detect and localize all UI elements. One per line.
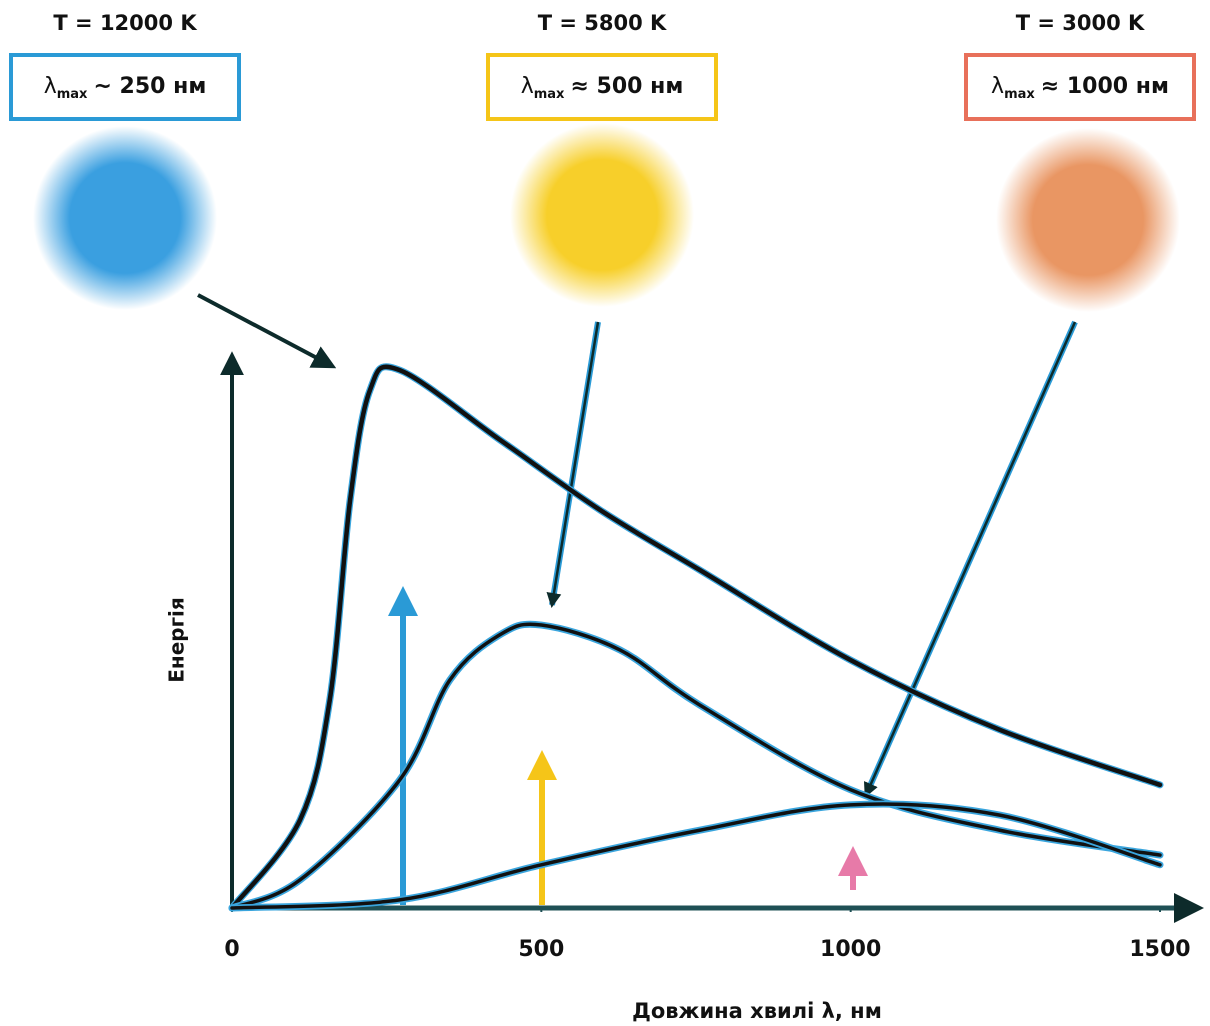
lambda-box	[486, 53, 718, 121]
x-tick-label: 0	[224, 937, 239, 962]
lambda-label: λmax ≈ 500 нм	[521, 74, 684, 102]
series-line	[229, 364, 1163, 911]
lambda-subscript: max	[534, 87, 565, 102]
pointer-arrow	[863, 321, 1077, 798]
x-tick-label: 1500	[1129, 937, 1190, 962]
pointer-arrows	[197, 293, 1078, 798]
lambda-value: ≈ 1000 нм	[1041, 74, 1169, 99]
star-temperature: T = 12000 K	[53, 11, 197, 35]
star-orange	[996, 128, 1180, 312]
series-outline	[228, 620, 1164, 912]
x-tick-label: 500	[518, 937, 564, 962]
lambda-symbol: λ	[991, 74, 1004, 99]
lambda-subscript: max	[57, 87, 88, 102]
lambda-label: λmax ~ 250 нм	[44, 74, 207, 102]
peak-arrows	[388, 586, 868, 905]
series-line	[230, 622, 1162, 910]
x-tick-label: 1000	[820, 937, 881, 962]
star-blue	[33, 126, 217, 310]
x-axis-label: Довжина хвилі λ, нм	[632, 999, 882, 1023]
lambda-box	[9, 53, 241, 121]
star-yellow	[510, 123, 694, 307]
lambda-label: λmax ≈ 1000 нм	[991, 74, 1169, 102]
pointer-arrow	[546, 321, 600, 608]
lambda-value: ≈ 500 нм	[570, 74, 683, 99]
lambda-subscript: max	[1004, 87, 1035, 102]
star-temperature: T = 3000 K	[1016, 11, 1145, 35]
pointer-arrow	[197, 293, 337, 369]
series-line	[230, 802, 1162, 910]
lambda-box	[964, 53, 1196, 121]
y-axis-label: Енергія	[165, 597, 189, 683]
lambda-symbol: λ	[44, 74, 57, 99]
lambda-symbol: λ	[521, 74, 534, 99]
lambda-value: ~ 250 нм	[93, 74, 206, 99]
star-temperature: T = 5800 K	[538, 11, 667, 35]
